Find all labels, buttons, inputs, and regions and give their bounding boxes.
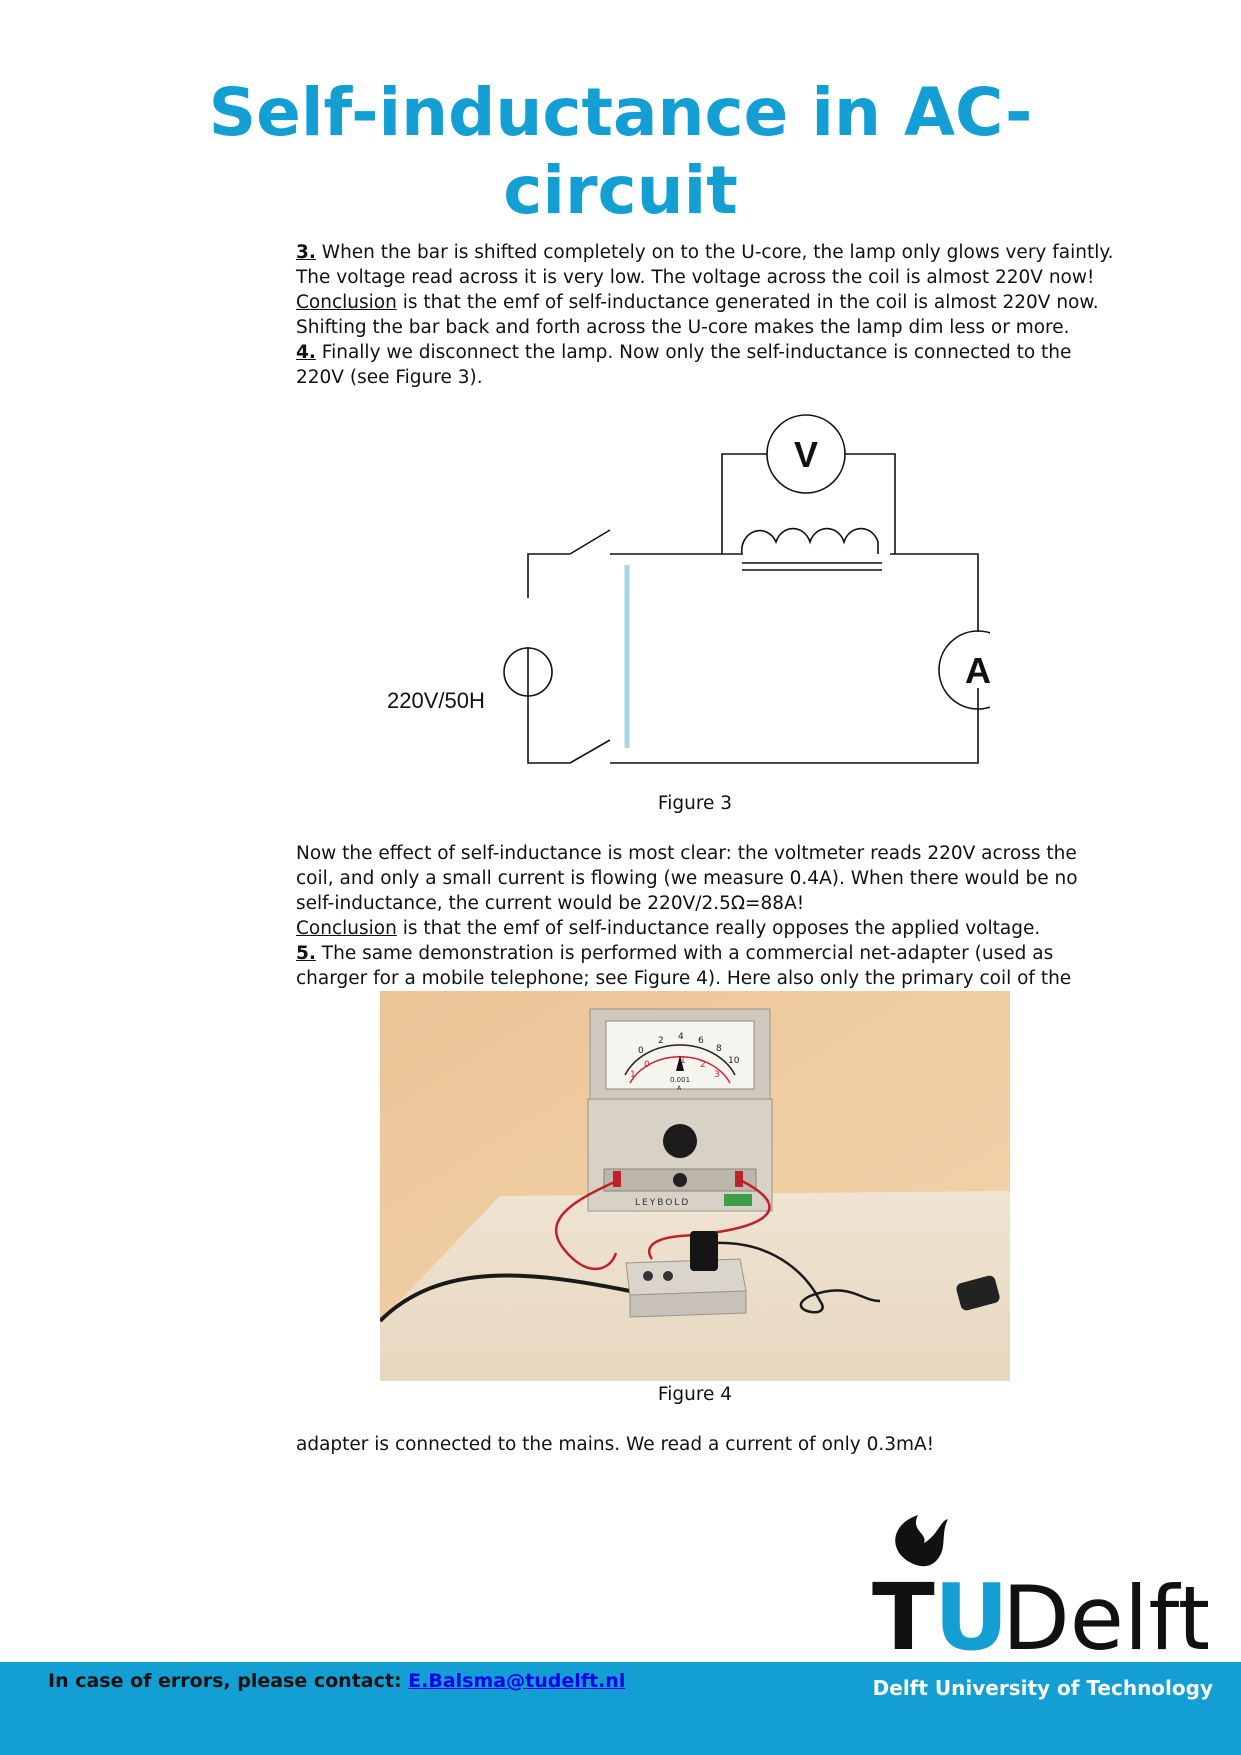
step-number: 5. xyxy=(296,943,316,964)
logo-letter-u: U xyxy=(934,1564,1009,1655)
red-lead-1 xyxy=(554,1179,618,1271)
meter-unit: A xyxy=(677,1085,682,1092)
ac-source-circle xyxy=(503,647,553,697)
meter-scale-0: 0 xyxy=(638,1046,644,1056)
logo-word-delft: Delft xyxy=(1002,1567,1208,1655)
coil xyxy=(740,527,879,555)
contact-label: In case of errors, please contact: xyxy=(48,1670,409,1692)
meter-scale-2: 2 xyxy=(658,1036,664,1046)
meter-range: 0.001 xyxy=(670,1076,690,1084)
meter-red-scale-b: 0 xyxy=(644,1060,650,1070)
voltmeter-label: V xyxy=(794,434,818,475)
paragraph-step-5: 5. The same demonstration is performed w… xyxy=(296,941,1116,991)
title-line-1: Self-inductance in AC- xyxy=(208,74,1033,151)
circuit-diagram: V A 220V/50H xyxy=(387,414,990,764)
title-line-2: circuit xyxy=(503,152,738,229)
conclusion-label: Conclusion xyxy=(296,292,397,313)
source-label: 220V/50H xyxy=(387,688,485,713)
range-knob xyxy=(663,1124,697,1158)
page-title: Self-inductance in AC- circuit xyxy=(0,74,1241,230)
step-text: Finally we disconnect the lamp. Now only… xyxy=(296,342,1072,388)
meter-scale-6: 6 xyxy=(698,1036,704,1046)
circuit-wire-top-left xyxy=(527,553,570,598)
step-text: When the bar is shifted completely on to… xyxy=(296,242,1114,288)
meter-scale-10: 10 xyxy=(728,1056,740,1066)
paragraph-conclusion-1: Conclusion is that the emf of self-induc… xyxy=(296,290,1116,340)
black-cable-left xyxy=(380,1273,631,1323)
text-block-1: 3. When the bar is shifted completely on… xyxy=(296,240,1116,390)
conclusion-text: is that the emf of self-inductance gener… xyxy=(296,292,1099,338)
meter-red-scale-e: 3 xyxy=(714,1070,720,1080)
paragraph-step-4: 4. Finally we disconnect the lamp. Now o… xyxy=(296,340,1116,390)
step-text: The same demonstration is performed with… xyxy=(296,943,1072,989)
voltmeter-wire-right xyxy=(845,453,896,554)
meter-needle xyxy=(676,1055,684,1071)
meter-red-scale-d: 2 xyxy=(700,1060,706,1070)
footer-contact: In case of errors, please contact: E.Bal… xyxy=(48,1670,625,1692)
meter-scale-4: 4 xyxy=(678,1032,684,1042)
switch-top-lever xyxy=(569,529,611,555)
paragraph-step-3: 3. When the bar is shifted completely on… xyxy=(296,240,1116,290)
circuit-wire-bottom xyxy=(610,688,979,764)
meter-red-scale-a: 1 xyxy=(630,1070,636,1080)
footer-bar xyxy=(0,1662,1241,1755)
ammeter-circle xyxy=(938,630,990,710)
circuit-wire-left xyxy=(527,647,570,764)
paragraph-conclusion-2: Conclusion is that the emf of self-induc… xyxy=(296,916,1116,941)
logo-letter-t: T xyxy=(872,1564,935,1655)
paragraph-result: adapter is connected to the mains. We re… xyxy=(296,1434,935,1455)
university-name: Delft University of Technology xyxy=(872,1676,1213,1700)
meter-red-scale-c: 1 xyxy=(680,1056,686,1066)
voltmeter-wire-left xyxy=(721,453,767,554)
conclusion-text: is that the emf of self-inductance reall… xyxy=(396,918,1041,939)
figure-4-caption: Figure 4 xyxy=(657,1384,733,1405)
flame-icon xyxy=(895,1515,948,1567)
charger-cable xyxy=(714,1241,881,1314)
paragraph-effect: Now the effect of self-inductance is mos… xyxy=(296,843,1078,914)
ammeter-label: A xyxy=(965,650,990,691)
tu-delft-logo: T U Delft xyxy=(872,1515,1208,1655)
conclusion-label: Conclusion xyxy=(296,918,397,939)
meter-brand: LEYBOLD xyxy=(635,1198,690,1208)
ammeter-device: 0 2 4 6 8 10 1 0 1 2 3 0.001 A LEYBOLD xyxy=(587,1008,773,1212)
step-number: 3. xyxy=(296,242,316,263)
voltmeter-circle xyxy=(766,414,846,494)
meter-scale-8: 8 xyxy=(716,1044,722,1054)
mobile-phone xyxy=(956,1275,1000,1311)
contact-email-link[interactable]: E.Balsma@tudelft.nl xyxy=(408,1670,626,1692)
step-number: 4. xyxy=(296,342,316,363)
figure-4-photo: 0 2 4 6 8 10 1 0 1 2 3 0.001 A LEYBOLD xyxy=(380,991,1010,1381)
power-strip xyxy=(625,1231,747,1318)
circuit-wire-right xyxy=(890,553,979,632)
switch-bottom-lever xyxy=(569,739,611,764)
figure-3-caption: Figure 3 xyxy=(657,793,733,814)
text-block-3: adapter is connected to the mains. We re… xyxy=(296,1432,1116,1457)
text-block-2: Now the effect of self-inductance is mos… xyxy=(296,841,1116,991)
